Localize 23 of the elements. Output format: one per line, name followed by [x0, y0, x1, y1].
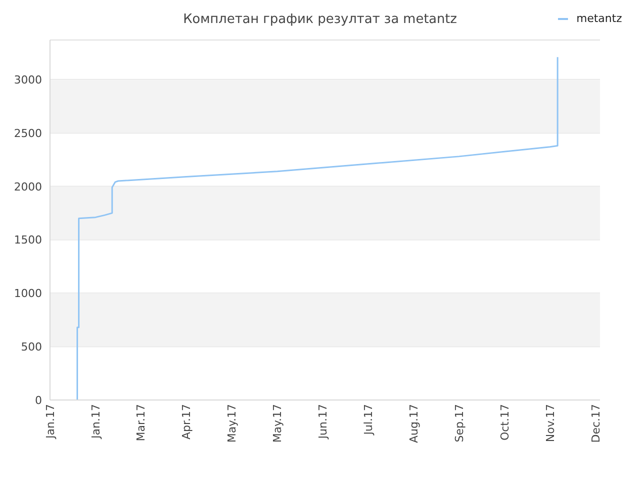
x-tick-label: Dec.17	[589, 404, 602, 443]
x-tick-label: Aug.17	[407, 404, 420, 443]
y-tick-label: 3000	[14, 73, 42, 86]
x-tick-label: Jun.17	[316, 404, 330, 440]
y-tick-label: 500	[21, 340, 42, 354]
x-tick-label: Oct.17	[498, 404, 512, 441]
x-tick-label: May.17	[226, 404, 239, 443]
x-tick-label: Mar.17	[134, 404, 148, 442]
x-tick-label: Jan.17	[89, 404, 102, 440]
y-tick-label: 0	[35, 394, 42, 407]
x-tick-label: Jul.17	[362, 404, 375, 436]
x-tick-label: Apr.17	[180, 404, 194, 440]
y-tick-label: 2500	[14, 126, 42, 140]
x-tick-label: Nov.17	[544, 404, 557, 442]
x-tick-label: May.17	[271, 404, 284, 443]
line-series	[76, 56, 558, 400]
legend-label: metantz	[575, 12, 622, 25]
y-tick-label: 1000	[14, 287, 42, 300]
chart-title: Комплетан график резултат за metantz	[183, 12, 457, 27]
x-tick-label: Sep.17	[452, 404, 466, 442]
y-tick-label: 2000	[14, 180, 42, 194]
y-tick-label: 1500	[14, 234, 42, 247]
x-tick-label: Jan.17	[44, 404, 57, 440]
